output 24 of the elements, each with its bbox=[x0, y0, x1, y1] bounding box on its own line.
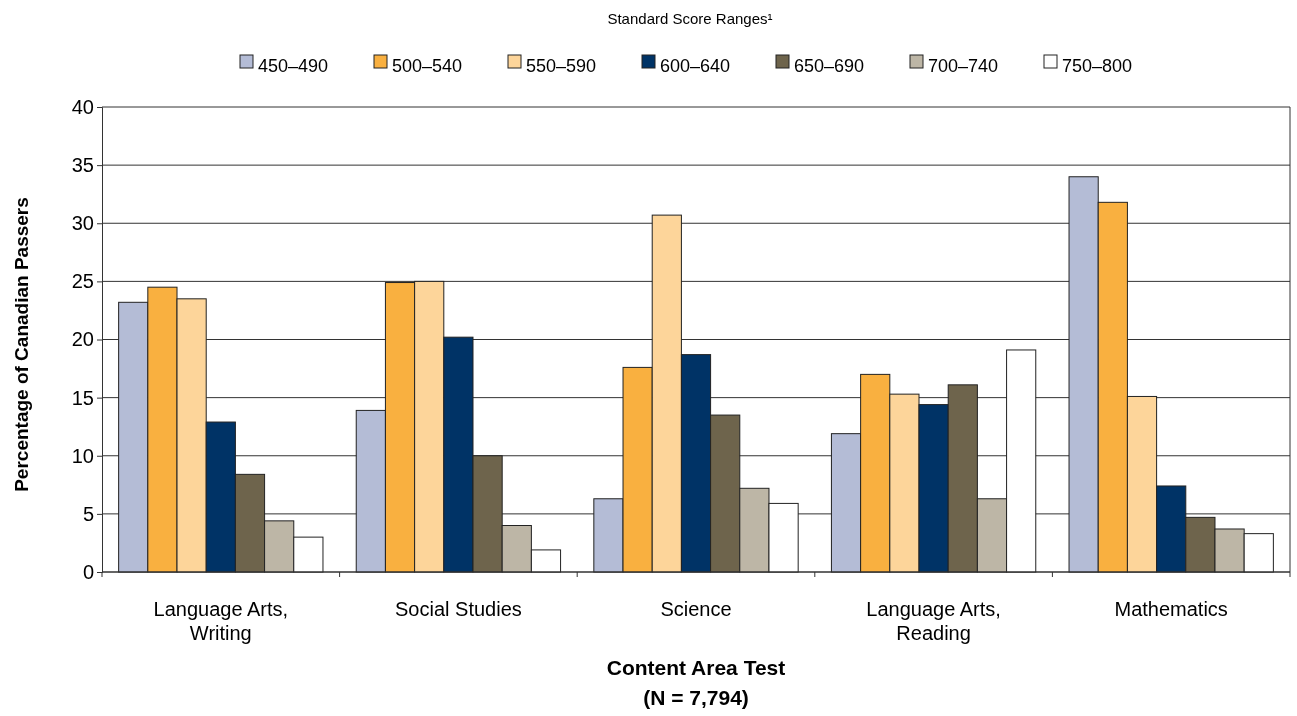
legend-label: 750–800 bbox=[1062, 55, 1133, 76]
legend-label: 700–740 bbox=[928, 55, 999, 76]
y-tick-label: 15 bbox=[71, 386, 94, 409]
y-tick-label: 25 bbox=[71, 270, 94, 293]
legend-label: 550–590 bbox=[526, 55, 597, 76]
x-tick-label: Mathematics bbox=[1114, 598, 1228, 620]
x-tick-label: Language Arts, Writing bbox=[153, 598, 289, 644]
legend-label: 500–540 bbox=[392, 55, 463, 76]
legend-label: 600–640 bbox=[660, 55, 731, 76]
x-tick-label: Social Studies bbox=[395, 598, 522, 620]
y-tick-label: 10 bbox=[71, 444, 94, 467]
y-tick-label: 35 bbox=[71, 154, 94, 177]
y-tick-label: 30 bbox=[71, 212, 94, 235]
legend-title: Standard Score Ranges¹ bbox=[607, 10, 773, 27]
legend-label: 650–690 bbox=[794, 55, 865, 76]
x-tick-label: Language Arts, Reading bbox=[866, 598, 1001, 644]
y-tick-label: 40 bbox=[71, 95, 94, 118]
y-tick-label: 0 bbox=[82, 560, 94, 583]
legend-label: 450–490 bbox=[258, 55, 329, 76]
y-tick-label: 5 bbox=[82, 502, 94, 525]
x-axis-title: Content Area Test (N = 7,794) bbox=[606, 656, 786, 709]
x-tick-label: Science bbox=[660, 598, 732, 620]
y-axis-title: Percentage of Canadian Passers bbox=[11, 197, 32, 492]
y-tick-label: 20 bbox=[71, 328, 94, 351]
